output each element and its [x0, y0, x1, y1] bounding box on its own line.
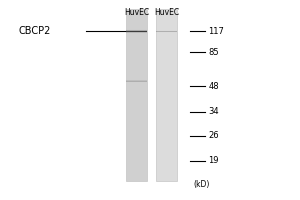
Text: 85: 85 — [208, 48, 219, 57]
Text: 26: 26 — [208, 131, 219, 140]
Bar — [126, 9, 147, 181]
Text: HuvEC: HuvEC — [154, 8, 179, 17]
Text: HuvEC: HuvEC — [124, 8, 149, 17]
Text: 34: 34 — [208, 107, 219, 116]
Text: 117: 117 — [208, 27, 224, 36]
Text: 48: 48 — [208, 82, 219, 91]
Text: (kD): (kD) — [193, 180, 210, 189]
Bar — [156, 9, 177, 181]
Text: CBCP2: CBCP2 — [19, 26, 51, 36]
Text: 19: 19 — [208, 156, 219, 165]
